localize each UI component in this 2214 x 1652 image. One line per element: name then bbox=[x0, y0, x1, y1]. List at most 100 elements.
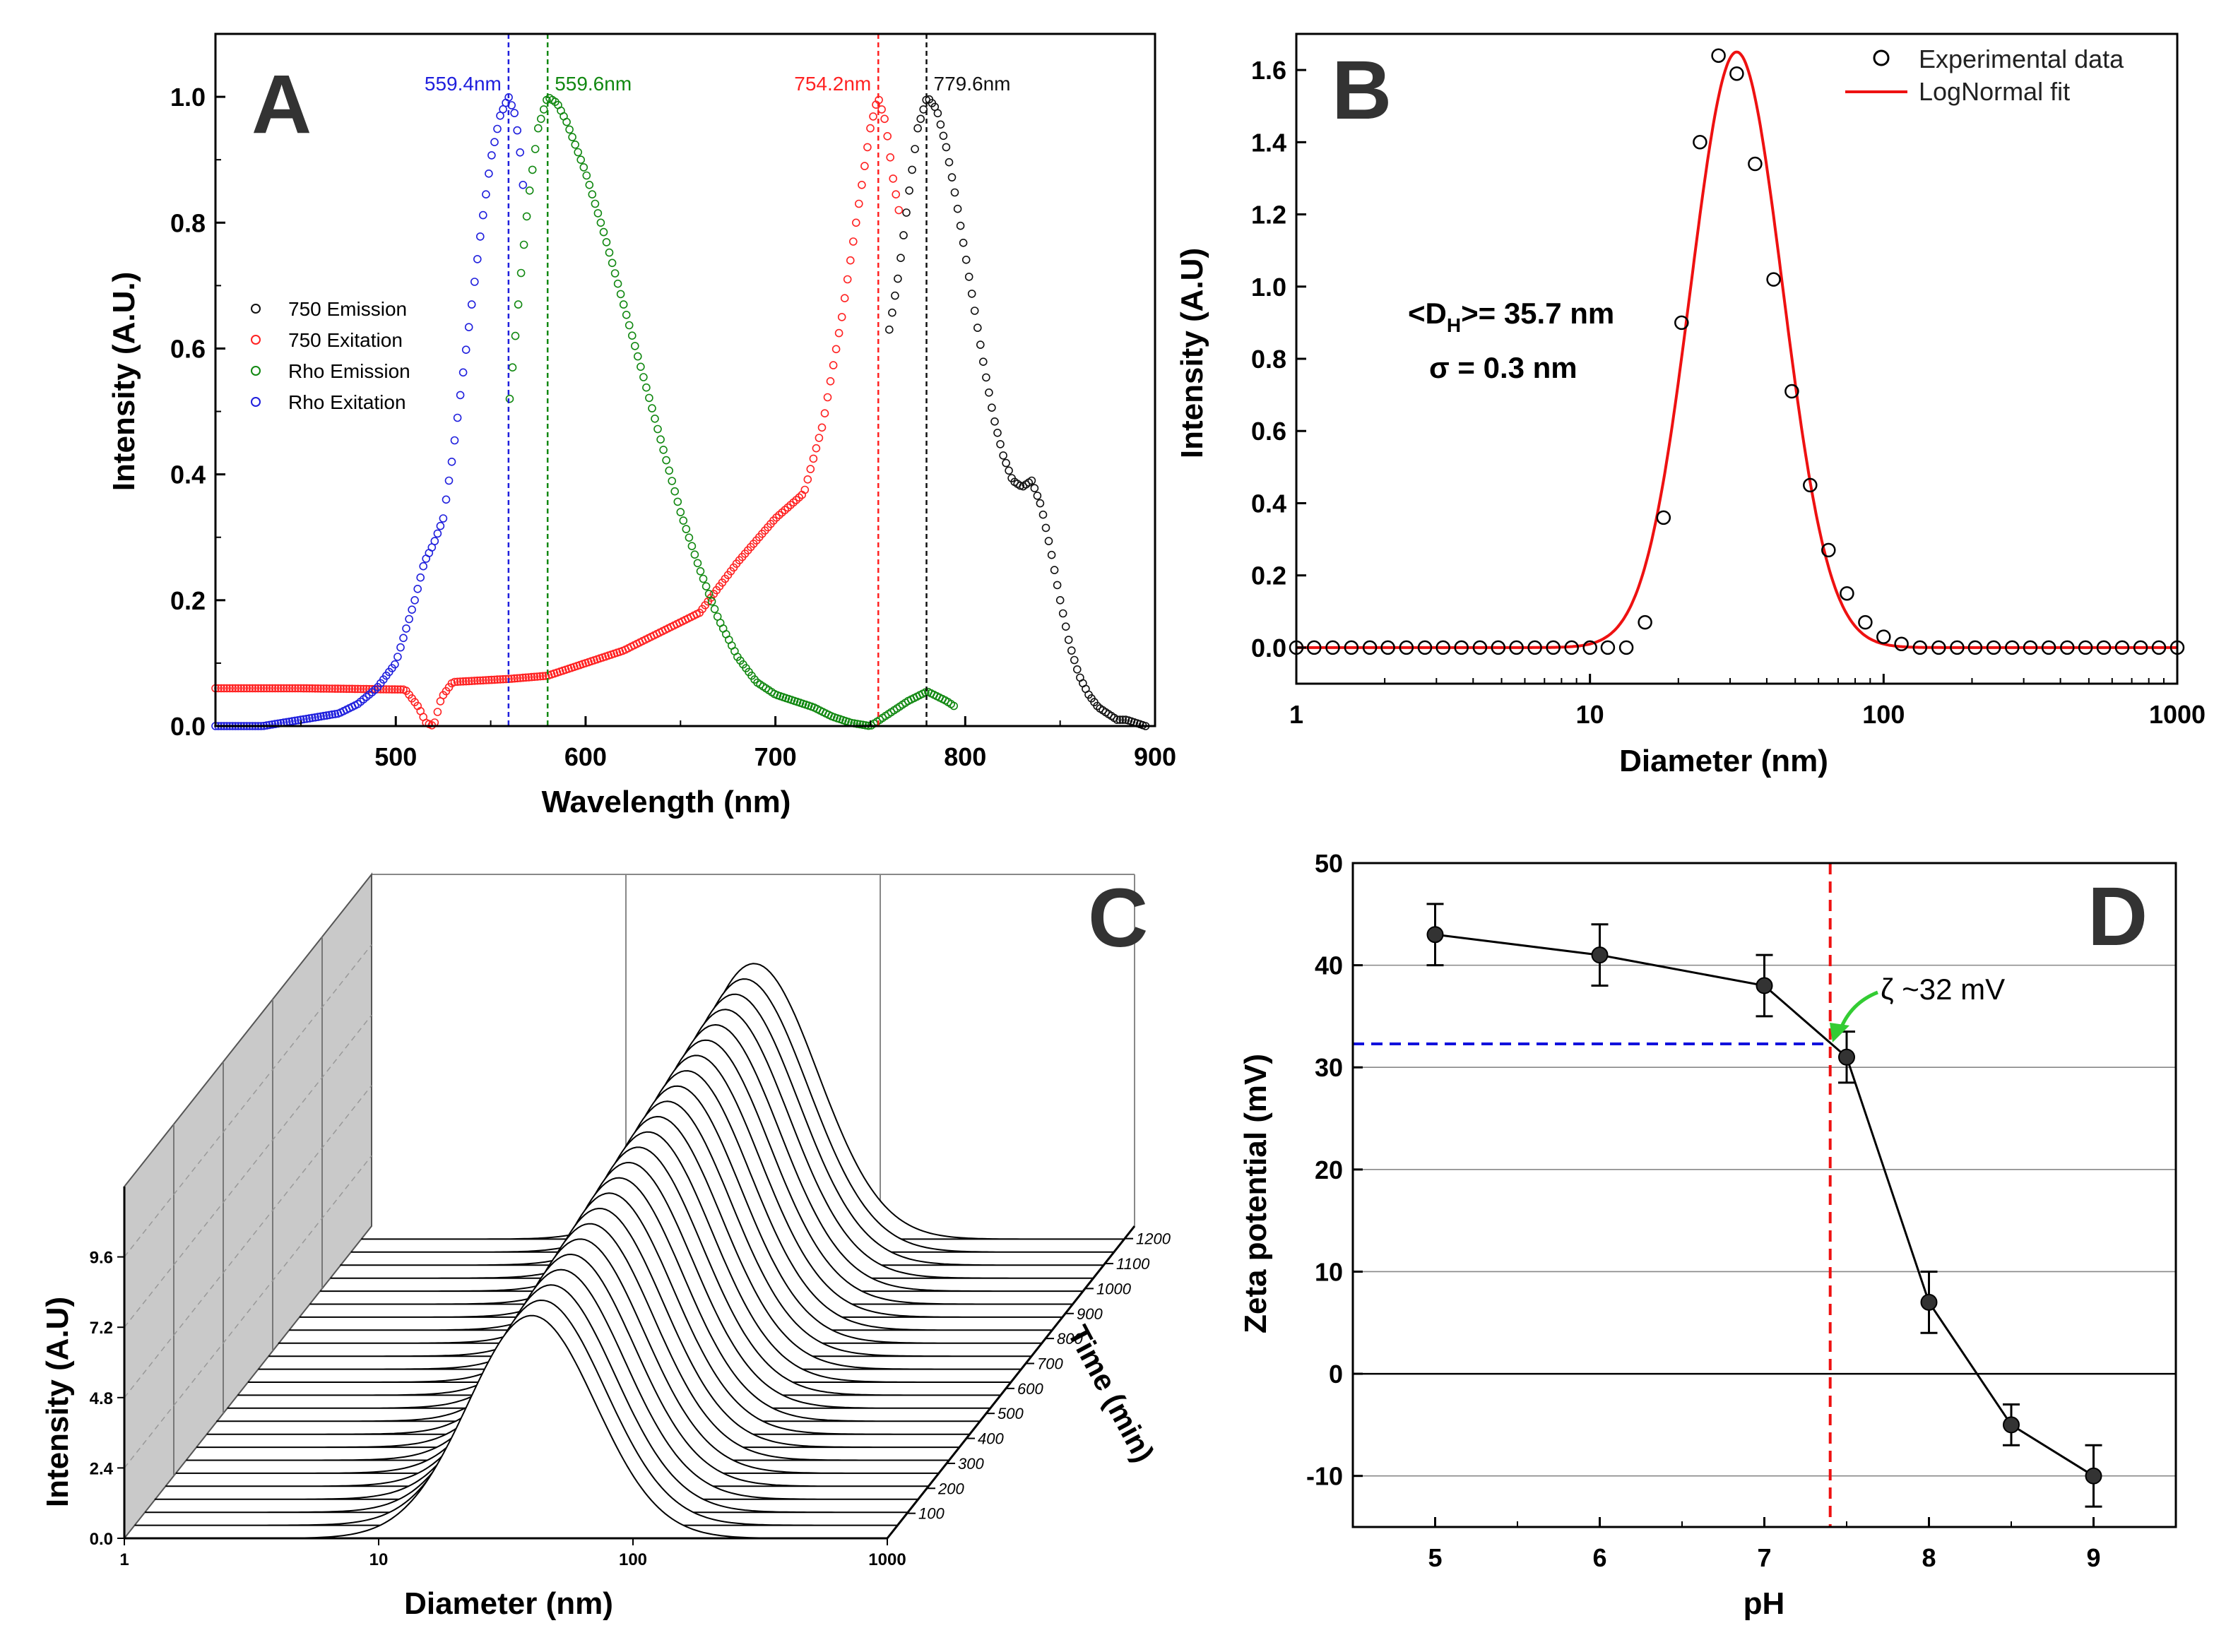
y-tick-label: 1.0 bbox=[170, 83, 206, 112]
data-point bbox=[630, 342, 639, 350]
data-point bbox=[453, 677, 462, 687]
data-point bbox=[350, 684, 360, 694]
data-point bbox=[1055, 595, 1065, 605]
data-point bbox=[300, 715, 308, 724]
panel-a-letter: A bbox=[251, 58, 312, 151]
data-point bbox=[302, 684, 311, 693]
panel-d-ticks: 5 6 7 8 9 -10 0 10 20 30 40 50 bbox=[1306, 849, 2177, 1572]
panel-b-letter: B bbox=[1332, 44, 1392, 137]
data-point bbox=[467, 300, 476, 309]
data-point bbox=[402, 624, 410, 633]
data-point bbox=[430, 537, 439, 545]
peak-label: 559.4nm bbox=[425, 73, 502, 95]
y-tick-label: 9.6 bbox=[90, 1249, 113, 1268]
data-point bbox=[633, 352, 642, 361]
data-point bbox=[1362, 640, 1378, 655]
data-point bbox=[408, 605, 416, 614]
data-point bbox=[837, 313, 846, 321]
data-point bbox=[419, 561, 428, 571]
data-point bbox=[311, 713, 319, 722]
data-point bbox=[576, 155, 586, 164]
x-tick-label: 1000 bbox=[868, 1550, 906, 1569]
data-point bbox=[679, 516, 688, 525]
data-point bbox=[670, 487, 680, 496]
data-point bbox=[305, 714, 314, 723]
data-point bbox=[627, 331, 637, 340]
data-point bbox=[659, 446, 668, 454]
data-point bbox=[1073, 665, 1082, 674]
data-point bbox=[528, 165, 537, 174]
y-tick-label: 0 bbox=[1329, 1360, 1343, 1389]
data-point bbox=[1306, 640, 1322, 655]
data-point bbox=[1344, 640, 1359, 655]
data-point bbox=[290, 684, 300, 693]
data-point bbox=[1053, 581, 1062, 590]
data-point bbox=[1005, 466, 1013, 475]
panel-d-xlabel: pH bbox=[1744, 1586, 1785, 1621]
data-point bbox=[565, 125, 574, 134]
data-point bbox=[1325, 640, 1340, 655]
data-point bbox=[574, 148, 583, 157]
legend-label: 750 Emission bbox=[288, 298, 407, 320]
data-point bbox=[1931, 640, 1946, 655]
data-point bbox=[800, 485, 810, 494]
data-point bbox=[251, 684, 260, 693]
data-point bbox=[273, 684, 283, 693]
data-point bbox=[585, 180, 594, 189]
data-point bbox=[305, 684, 314, 693]
panel-c-zlabel: Time (min) bbox=[1061, 1320, 1161, 1468]
data-point bbox=[996, 440, 1005, 448]
data-point bbox=[616, 290, 625, 299]
legend-label: Experimental data bbox=[1919, 44, 2124, 73]
zeta-annotation-arrow bbox=[1838, 990, 1878, 1030]
data-point bbox=[863, 143, 872, 152]
y-tick-label: 50 bbox=[1315, 849, 1343, 878]
data-point bbox=[464, 323, 473, 332]
data-point bbox=[510, 674, 519, 683]
data-point bbox=[499, 675, 507, 684]
z-tick-label: 1000 bbox=[1096, 1280, 1132, 1297]
data-point bbox=[582, 171, 591, 180]
data-point bbox=[487, 675, 496, 684]
data-point bbox=[707, 597, 716, 606]
data-point bbox=[348, 684, 357, 694]
data-point bbox=[416, 573, 425, 582]
data-point bbox=[513, 126, 522, 135]
z-tick-label: 1100 bbox=[1116, 1255, 1150, 1273]
data-point bbox=[809, 454, 818, 463]
data-point bbox=[599, 227, 608, 237]
data-point bbox=[985, 388, 993, 397]
data-point bbox=[1064, 636, 1073, 644]
data-point bbox=[855, 199, 863, 208]
y-tick-label: 0.6 bbox=[170, 334, 206, 363]
data-point bbox=[538, 672, 547, 681]
data-point bbox=[325, 684, 334, 693]
x-tick-label: 700 bbox=[754, 742, 797, 771]
data-point bbox=[485, 675, 493, 684]
data-point bbox=[475, 232, 485, 241]
data-point bbox=[485, 170, 493, 178]
y-tick-label: 1.2 bbox=[1251, 201, 1286, 230]
data-point bbox=[853, 720, 861, 728]
z-tick-label: 200 bbox=[937, 1480, 964, 1497]
x-tick-label: 500 bbox=[374, 742, 417, 771]
panel-c-z-axis bbox=[886, 1225, 1136, 1539]
data-point bbox=[908, 165, 916, 174]
data-point bbox=[605, 248, 614, 257]
x-tick-label: 10 bbox=[1576, 700, 1604, 729]
data-point bbox=[1729, 66, 1744, 81]
data-point bbox=[610, 269, 620, 278]
data-point bbox=[817, 423, 827, 432]
data-point bbox=[826, 376, 835, 386]
data-point bbox=[812, 444, 821, 453]
panel-a-ylabel: Intensity (A.U.) bbox=[107, 272, 141, 491]
data-point bbox=[254, 684, 263, 693]
data-point bbox=[869, 112, 877, 121]
panel-d-ylabel: Zeta potential (mV) bbox=[1238, 1054, 1273, 1333]
data-point bbox=[885, 325, 894, 334]
z-tick-label: 600 bbox=[1017, 1380, 1043, 1398]
data-point bbox=[999, 451, 1007, 460]
data-point bbox=[1417, 640, 1433, 655]
data-point bbox=[668, 477, 677, 485]
